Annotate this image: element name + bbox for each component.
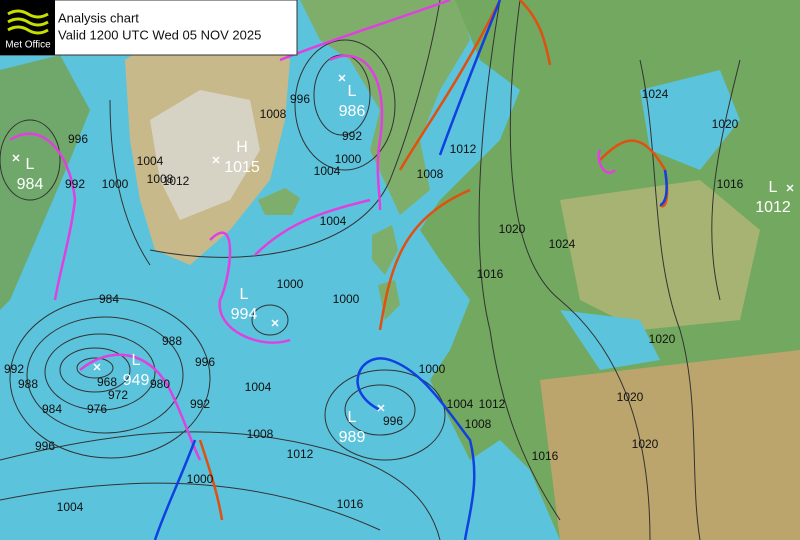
- center-value: 1015: [224, 159, 260, 176]
- center-value: 986: [339, 103, 366, 120]
- isobar-label: 1000: [102, 177, 129, 191]
- isobar-label: 1020: [712, 117, 739, 131]
- isobar-label: 1000: [187, 472, 214, 486]
- isobar-label: 996: [35, 439, 55, 453]
- center-symbol: L: [348, 409, 357, 426]
- isobar-label: 988: [162, 334, 182, 348]
- center-mark: [12, 154, 20, 162]
- center-value: 989: [339, 429, 366, 446]
- isobar-label: 1012: [163, 174, 190, 188]
- center-mark: [377, 404, 385, 412]
- center-mark: [338, 74, 346, 82]
- isobar-label: 992: [190, 397, 210, 411]
- center-mark: [786, 184, 794, 192]
- isobar-label: 1008: [260, 107, 287, 121]
- isobar-label: 1004: [245, 380, 272, 394]
- isobar-label: 1004: [137, 154, 164, 168]
- isobar-label: 980: [150, 377, 170, 391]
- logo-text: Met Office: [5, 40, 51, 51]
- isobar-label: 996: [383, 414, 403, 428]
- isobar-label: 1004: [447, 397, 474, 411]
- isobar-label: 1004: [314, 164, 341, 178]
- isobar-label: 992: [65, 177, 85, 191]
- isobar-label: 1004: [320, 214, 347, 228]
- center-symbol: L: [132, 352, 141, 369]
- isobar-label: 984: [99, 292, 119, 306]
- isobar-label: 1008: [147, 172, 174, 186]
- isobar-label: 1004: [57, 500, 84, 514]
- isobar-label: 1008: [247, 427, 274, 441]
- isobar-label: 988: [18, 377, 38, 391]
- center-symbol: H: [236, 139, 248, 156]
- isobar-label: 984: [42, 402, 62, 416]
- isobar-label: 1012: [450, 142, 477, 156]
- pressure-centers: L 986 H 1015 L 984 L 994 L 949 L 989 L 1012: [12, 74, 794, 446]
- isobar-label: 1008: [417, 167, 444, 181]
- center-mark: [271, 319, 279, 327]
- isobar-label: 1024: [549, 237, 576, 251]
- isobar-label: 1000: [333, 292, 360, 306]
- isobar-label: 1016: [477, 267, 504, 281]
- logo-box: [0, 0, 55, 55]
- isobar-label: 972: [108, 388, 128, 402]
- isobar-label: 992: [4, 362, 24, 376]
- isobar-label: 1020: [617, 390, 644, 404]
- isobar-label: 1024: [642, 87, 669, 101]
- isobar-label: 976: [87, 402, 107, 416]
- logo-waves: [7, 9, 49, 35]
- isobar-label: 1000: [419, 362, 446, 376]
- center-value: 949: [123, 372, 150, 389]
- isobar-label: 1012: [287, 447, 314, 461]
- isobar-label: 996: [68, 132, 88, 146]
- isobar-label: 992: [342, 129, 362, 143]
- center-value: 1012: [755, 199, 791, 216]
- isobar-label: 996: [195, 355, 215, 369]
- center-value: 994: [231, 306, 258, 323]
- center-symbol: L: [26, 156, 35, 173]
- isobar-label: 1000: [335, 152, 362, 166]
- isobar-label: 968: [97, 375, 117, 389]
- header-valid: Valid 1200 UTC Wed 05 NOV 2025: [58, 27, 261, 42]
- center-mark: [93, 363, 101, 371]
- isobar-label: 996: [290, 92, 310, 106]
- isobar-label: 1016: [337, 497, 364, 511]
- isobar-label: 1012: [479, 397, 506, 411]
- isobar-label: 1020: [649, 332, 676, 346]
- header: Met Office Analysis chart Valid 1200 UTC…: [0, 0, 298, 56]
- isobars: [0, 0, 741, 540]
- isobar-label: 1020: [499, 222, 526, 236]
- isobar-label: 1020: [632, 437, 659, 451]
- fronts: [9, 0, 669, 540]
- center-mark: [212, 156, 220, 164]
- isobar-label: 1016: [532, 449, 559, 463]
- center-symbol: L: [348, 83, 357, 100]
- center-symbol: L: [769, 179, 778, 196]
- isobar-label: 1008: [465, 417, 492, 431]
- isobar-label: 1000: [277, 277, 304, 291]
- header-title: Analysis chart: [58, 10, 139, 25]
- center-value: 984: [17, 176, 44, 193]
- center-symbol: L: [240, 286, 249, 303]
- isobar-label: 1016: [717, 177, 744, 191]
